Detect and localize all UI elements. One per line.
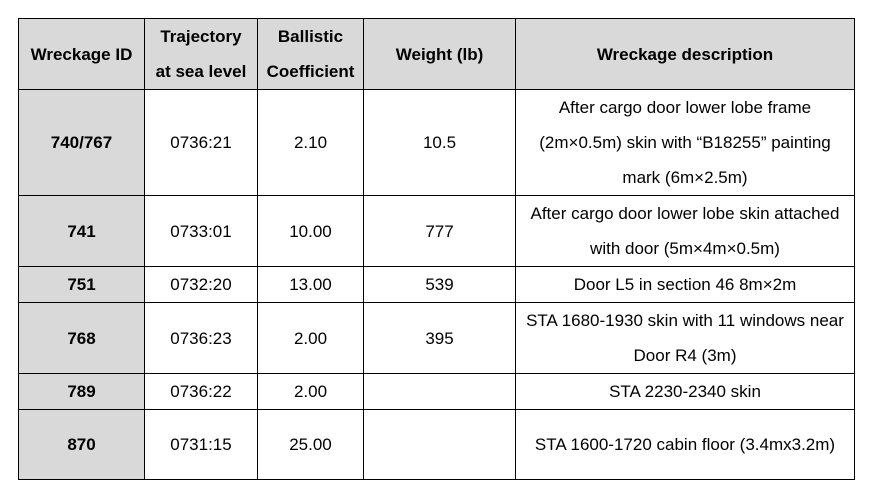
cell-coefficient: 10.00	[257, 195, 364, 267]
header-ballistic-coefficient: Ballistic Coefficient	[257, 18, 364, 90]
cell-wreckage-id: 741	[18, 195, 145, 267]
wreckage-table: Wreckage ID Trajectory at sea level Ball…	[18, 18, 855, 480]
header-weight: Weight (lb)	[363, 18, 516, 90]
cell-wreckage-id: 789	[18, 373, 145, 410]
header-wreckage-id: Wreckage ID	[18, 18, 145, 90]
table-row: 789 0736:22 2.00 STA 2230-2340 skin	[18, 373, 855, 410]
cell-coefficient: 13.00	[257, 266, 364, 303]
header-row: Wreckage ID Trajectory at sea level Ball…	[18, 18, 855, 90]
table-row: 740/767 0736:21 2.10 10.5 After cargo do…	[18, 89, 855, 196]
table-row: 741 0733:01 10.00 777 After cargo door l…	[18, 195, 855, 267]
cell-wreckage-id: 870	[18, 409, 145, 480]
cell-wreckage-id: 740/767	[18, 89, 145, 196]
cell-description: After cargo door lower lobe frame (2m×0.…	[515, 89, 855, 196]
cell-description: STA 1600-1720 cabin floor (3.4mx3.2m)	[515, 409, 855, 480]
table-row: 768 0736:23 2.00 395 STA 1680-1930 skin …	[18, 302, 855, 374]
cell-weight: 10.5	[363, 89, 516, 196]
header-trajectory: Trajectory at sea level	[144, 18, 258, 90]
cell-wreckage-id: 751	[18, 266, 145, 303]
header-trajectory-line2: at sea level	[155, 62, 247, 81]
header-ballistic-line2: Coefficient	[266, 62, 355, 81]
cell-weight: 395	[363, 302, 516, 374]
cell-trajectory: 0731:15	[144, 409, 258, 480]
cell-weight: 539	[363, 266, 516, 303]
cell-coefficient: 2.00	[257, 373, 364, 410]
cell-trajectory: 0736:21	[144, 89, 258, 196]
cell-weight	[363, 409, 516, 480]
cell-description: STA 2230-2340 skin	[515, 373, 855, 410]
table-row: 870 0731:15 25.00 STA 1600-1720 cabin fl…	[18, 409, 855, 480]
cell-description: STA 1680-1930 skin with 11 windows near …	[515, 302, 855, 374]
cell-trajectory: 0736:23	[144, 302, 258, 374]
header-trajectory-line1: Trajectory	[160, 27, 242, 46]
cell-description: Door L5 in section 46 8m×2m	[515, 266, 855, 303]
cell-trajectory: 0732:20	[144, 266, 258, 303]
cell-coefficient: 25.00	[257, 409, 364, 480]
cell-trajectory: 0733:01	[144, 195, 258, 267]
cell-coefficient: 2.00	[257, 302, 364, 374]
header-description: Wreckage description	[515, 18, 855, 90]
cell-wreckage-id: 768	[18, 302, 145, 374]
cell-coefficient: 2.10	[257, 89, 364, 196]
table-row: 751 0732:20 13.00 539 Door L5 in section…	[18, 266, 855, 303]
cell-trajectory: 0736:22	[144, 373, 258, 410]
header-ballistic-line1: Ballistic	[277, 27, 344, 46]
cell-weight	[363, 373, 516, 410]
cell-weight: 777	[363, 195, 516, 267]
cell-description: After cargo door lower lobe skin attache…	[515, 195, 855, 267]
